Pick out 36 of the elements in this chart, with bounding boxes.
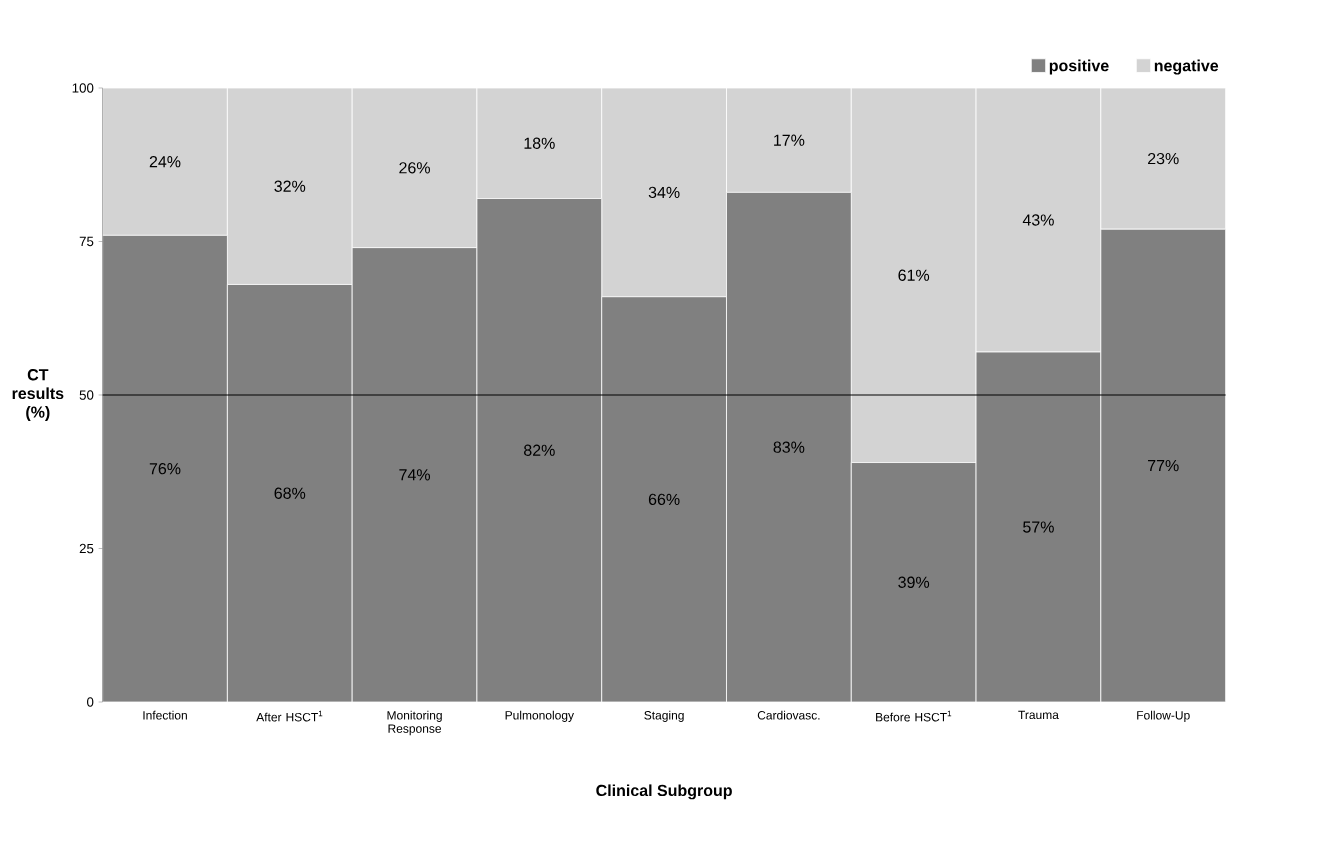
- y-tick-label: 25: [79, 543, 94, 554]
- x-tick-label: Staging: [644, 710, 684, 722]
- data-label: 18%: [524, 137, 555, 149]
- data-label: 68%: [274, 487, 306, 499]
- x-tick-label: Follow-Up: [1137, 710, 1190, 722]
- x-tick-label: Cardiovasc.: [757, 710, 820, 720]
- legend-label: negative: [1154, 59, 1219, 75]
- data-label: 77%: [1148, 460, 1179, 472]
- x-tick-label: Monitoring Response: [387, 710, 442, 736]
- legend-label: positive: [1049, 59, 1109, 75]
- data-label: 82%: [524, 444, 555, 456]
- data-label: 39%: [898, 576, 930, 588]
- y-axis-title: CT results (%): [12, 369, 64, 421]
- data-label: 24%: [149, 156, 181, 168]
- y-tick-label: 100: [72, 83, 94, 93]
- x-tick-label: Before HSCT$^{1}$: [876, 710, 952, 722]
- y-tick-label: 0: [87, 697, 94, 707]
- data-label: 74%: [399, 469, 430, 481]
- data-label: 17%: [774, 134, 805, 146]
- data-label: 61%: [898, 269, 930, 281]
- y-tick-label: 50: [79, 390, 94, 400]
- data-label: 23%: [1148, 152, 1179, 165]
- data-label: 66%: [648, 493, 680, 506]
- y-tick-label: 75: [79, 236, 94, 247]
- x-tick-label: After HSCT$^{1}$: [256, 710, 323, 722]
- x-tick-label: Pulmonology: [505, 710, 574, 722]
- data-label: 57%: [1023, 521, 1054, 533]
- data-label: 76%: [149, 463, 181, 475]
- x-axis-title: Clinical Subgroup: [596, 784, 732, 800]
- x-tick-label: Infection: [143, 710, 187, 720]
- x-tick-label: Trauma: [1018, 710, 1059, 720]
- data-label: 26%: [399, 162, 430, 174]
- data-label: 34%: [648, 186, 680, 199]
- data-label: 83%: [773, 441, 805, 453]
- data-label: 43%: [1022, 214, 1054, 226]
- data-label: 32%: [274, 180, 306, 192]
